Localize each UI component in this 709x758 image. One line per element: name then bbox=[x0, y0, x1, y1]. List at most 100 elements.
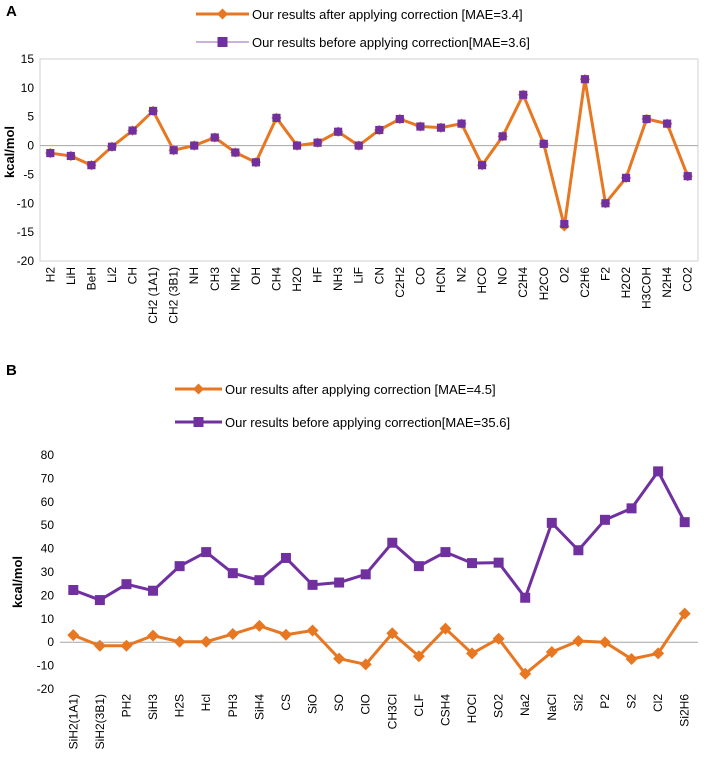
panel-b-series-after-point bbox=[572, 635, 585, 648]
panel-b-series-after-point bbox=[439, 622, 452, 635]
panel-a-series-before-point bbox=[436, 123, 446, 132]
panel-b-x-tick-label: CLF bbox=[412, 694, 426, 717]
panel-b-x-tick-label: S2 bbox=[625, 694, 639, 709]
panel-b-y-tick-label: 0 bbox=[47, 635, 54, 649]
panel-b-series-before-point bbox=[121, 579, 132, 590]
panel-a-x-tick-label: H2 bbox=[43, 267, 57, 283]
panel-b-series-after-point bbox=[93, 639, 106, 652]
panel-a-x-tick-label: N2H4 bbox=[660, 267, 674, 298]
panel-b-x-tick-label: PH2 bbox=[119, 694, 133, 718]
panel-b-x-tick-label: CSH4 bbox=[438, 694, 452, 726]
panel-b-x-tick-label: HOCl bbox=[465, 694, 479, 723]
panel-a-series-before-point bbox=[395, 114, 404, 124]
panel-a-x-tick-label: CH2 (1A1) bbox=[146, 267, 160, 324]
panel-b-y-tick-label: 20 bbox=[41, 588, 55, 602]
panel-a-x-tick-label: LiH bbox=[64, 267, 78, 285]
panel-b-series-before-point bbox=[201, 547, 212, 558]
panel-a-x-tick-label: OH bbox=[249, 267, 263, 285]
panel-b-x-tick-label: CH3Cl bbox=[385, 694, 399, 729]
panel-a-series-before-point bbox=[375, 125, 384, 135]
panel-b-series-before-point bbox=[599, 514, 610, 525]
panel-a-series-before-point bbox=[210, 133, 219, 142]
panel-b-series-before-point bbox=[307, 579, 318, 590]
panel-b-y-tick-label: 70 bbox=[41, 471, 55, 485]
panel-a-x-tick-label: H3COH bbox=[640, 267, 654, 309]
panel-a-series-before-point bbox=[128, 126, 137, 135]
panel-a-x-tick-label: NH bbox=[187, 267, 201, 284]
panel-a-series-before-point bbox=[580, 75, 589, 84]
panel-a-series-before-point bbox=[539, 139, 548, 148]
panel-a-series-before-point bbox=[66, 151, 75, 161]
panel-a-label: A bbox=[6, 3, 17, 20]
panel-b-plot: 80 70 60 50 40 30 20 10 0 -10 -20 SiH2(1A1) SiH2(3B1… bbox=[37, 448, 698, 749]
panel-a-y-tick-label: 15 bbox=[21, 52, 35, 66]
panel-b-series-after-point bbox=[173, 635, 186, 648]
panel-a-x-tick-label: NO bbox=[496, 267, 510, 285]
panel-b-series-after-point bbox=[147, 629, 160, 642]
panel-a-series-before-point bbox=[190, 141, 199, 150]
panel-a-legend: Our results after applying correction [M… bbox=[196, 7, 530, 50]
panel-a-y-tick-label: -20 bbox=[17, 254, 35, 268]
panel-b-series-after-point bbox=[678, 607, 691, 620]
panel-a-legend-marker-1 bbox=[217, 37, 228, 47]
panel-b-series-after-point bbox=[386, 627, 399, 640]
panel-b-series-after-point bbox=[466, 647, 479, 660]
panel-b-x-tick-label: SO2 bbox=[492, 694, 506, 718]
panel-b-series-before-point bbox=[467, 558, 478, 569]
panel-a-series-before-point bbox=[601, 199, 610, 208]
panel-b-x-tick-label: Si2H6 bbox=[678, 694, 692, 727]
panel-b-series-before-point bbox=[493, 557, 504, 568]
panel-a-x-tick-label: CH4 bbox=[269, 267, 283, 291]
panel-b-y-tick-label: 40 bbox=[41, 542, 55, 556]
panel-a-series-before-point bbox=[621, 173, 631, 182]
panel-b-series-before-point bbox=[573, 545, 584, 556]
panel-b-series-after-point bbox=[333, 652, 346, 665]
panel-b-series-before-point bbox=[387, 537, 398, 548]
panel-a-plot-border bbox=[39, 58, 699, 262]
panel-a-x-tick-label: BeH bbox=[84, 267, 98, 290]
panel-b-series-before-point bbox=[68, 585, 79, 596]
panel-a-y-tick-label: -10 bbox=[17, 196, 35, 210]
panel-b-y-tick-label: -10 bbox=[37, 659, 55, 673]
panel-a-x-tick-label: NH3 bbox=[331, 267, 345, 291]
panel-a-series-before-point bbox=[87, 161, 96, 170]
panel-a-y-tick-label: -15 bbox=[17, 225, 35, 239]
panel-b-x-tick-label: Hcl bbox=[199, 694, 213, 711]
panel-b-x-tick-label: CS bbox=[279, 694, 293, 711]
panel-b-series-after-point bbox=[200, 635, 213, 648]
panel-b-x-tick-label: Cl2 bbox=[651, 694, 665, 712]
panel-a-series-before-point bbox=[149, 106, 158, 116]
panel-b-series-after-point bbox=[519, 667, 532, 680]
panel-b-series-after-point bbox=[67, 629, 80, 642]
panel-b-legend: Our results after applying correction [M… bbox=[175, 382, 510, 430]
panel-b-x-tick-label: ClO bbox=[359, 694, 373, 715]
panel-a-x-tick-label: CO bbox=[413, 267, 427, 285]
panel-a-series-before-point bbox=[457, 119, 466, 128]
panel-a-series-before-point bbox=[46, 148, 55, 158]
panel-b-series-before-point bbox=[227, 568, 238, 579]
panel-a: A Our results after applying correction … bbox=[2, 3, 699, 324]
panel-a-x-tick-label: CH3 bbox=[208, 267, 222, 291]
panel-b-series-before-point bbox=[626, 503, 637, 514]
panel-b-y-tick-label: 60 bbox=[41, 495, 55, 509]
panel-a-x-tick-label: CO2 bbox=[681, 267, 695, 292]
panel-a-y-tick-label: 10 bbox=[21, 81, 35, 95]
panel-b-series-after-point bbox=[120, 639, 133, 652]
panel-a-series-before-point bbox=[498, 132, 507, 141]
panel-b-series-before-point bbox=[679, 517, 690, 528]
panel-a-legend-marker-0 bbox=[217, 8, 228, 20]
panel-a-series-before-point bbox=[642, 114, 651, 124]
panel-b-legend-marker-0 bbox=[193, 383, 204, 395]
panel-a-x-tick-label: H2O2 bbox=[619, 267, 633, 299]
panel-b-series-after-point bbox=[598, 636, 611, 649]
panel-a-x-tick-label: N2 bbox=[455, 267, 469, 283]
panel-a-series-before-point bbox=[354, 141, 363, 150]
panel-b-y-axis-title: kcal/mol bbox=[10, 556, 25, 608]
panel-b-series-before-point bbox=[413, 561, 424, 572]
panel-a-x-tick-label: HCO bbox=[475, 267, 489, 294]
panel-b-x-tick-label: Na2 bbox=[518, 694, 532, 716]
panel-a-series-before-point bbox=[416, 122, 425, 131]
panel-b-x-tick-label: SiH4 bbox=[252, 694, 266, 720]
panel-b-series-after-point bbox=[625, 653, 638, 666]
